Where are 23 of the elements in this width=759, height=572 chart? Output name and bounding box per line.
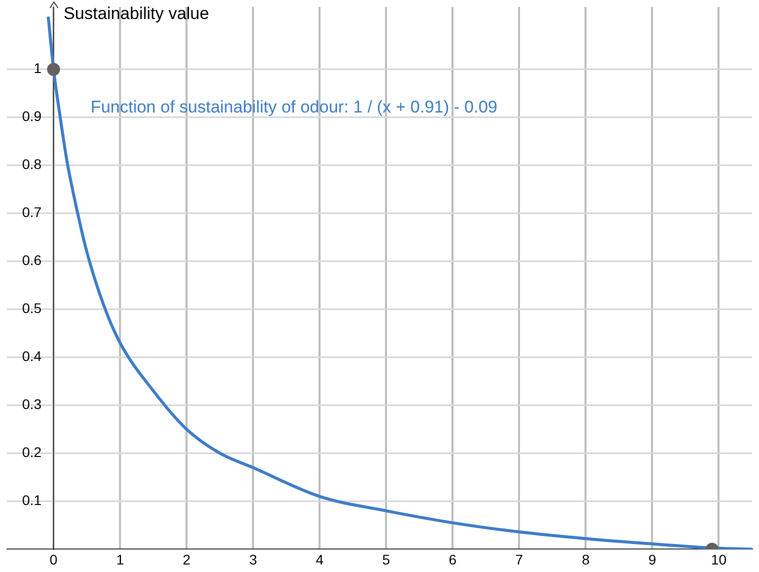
x-tick-label: 5 (382, 551, 390, 568)
x-tick-label: 8 (582, 551, 590, 568)
x-tick-label: 2 (182, 551, 191, 568)
y-tick-label: 0.9 (22, 108, 42, 124)
x-tick-label: 3 (249, 551, 258, 568)
x-tick-label: 0 (50, 551, 58, 568)
x-tick-label: 6 (448, 551, 457, 568)
y-tick-label: 0.2 (22, 444, 42, 460)
y-tick-label: 0.4 (22, 348, 42, 364)
y-tick-label: 0.1 (22, 492, 42, 508)
x-tick-label: 4 (316, 551, 324, 568)
x-tick-label: 10 (710, 551, 727, 568)
x-tick-label: 7 (515, 551, 524, 568)
x-tick-label: 9 (648, 551, 656, 568)
series-label: Function of sustainability of odour: 1 / (x + 0.91) - 0.09 (90, 97, 498, 116)
y-tick-label: 1 (34, 60, 42, 76)
y-axis-title: Sustainability value (64, 4, 210, 24)
x-tick-label: 1 (116, 551, 124, 568)
y-tick-label: 0.8 (22, 156, 42, 172)
y-tick-label: 0.3 (22, 396, 42, 412)
y-tick-label: 0.6 (22, 252, 42, 268)
y-tick-label: 0.7 (22, 204, 42, 220)
y-tick-label: 0.5 (22, 300, 42, 316)
